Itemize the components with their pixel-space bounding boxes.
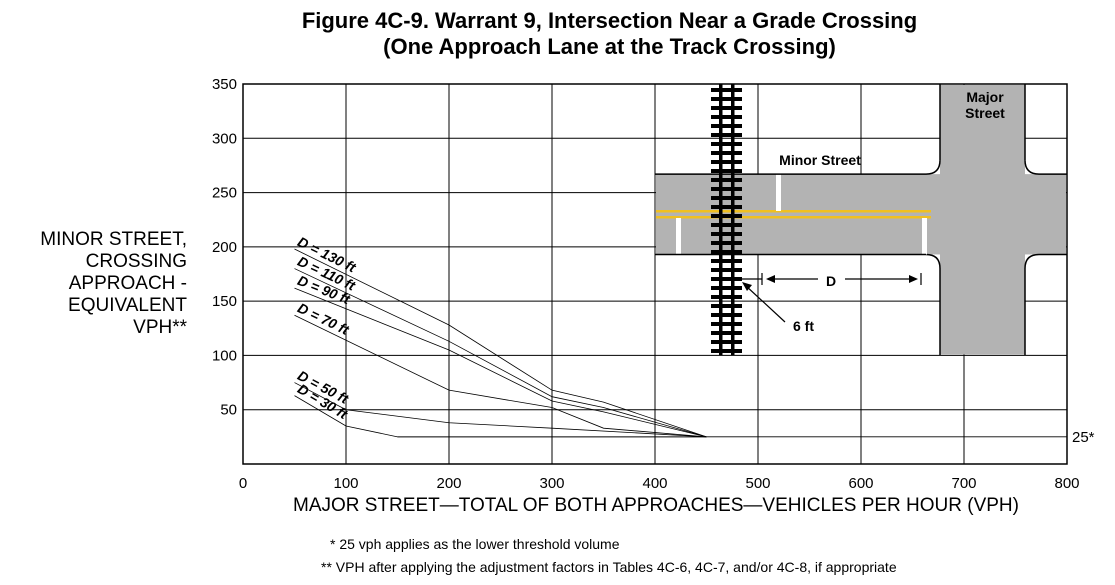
y-axis-label-line-1: MINOR STREET,: [40, 229, 187, 250]
y-tick-label: 150: [212, 293, 237, 310]
threshold-line: 25*: [397, 429, 1095, 446]
railroad-tie: [711, 223, 742, 227]
stop-line: [676, 218, 681, 255]
major-street-label: Major: [966, 89, 1004, 105]
railroad-tie: [711, 277, 742, 281]
railroad-tie: [711, 295, 742, 299]
stop-line: [922, 218, 927, 255]
railroad-tie: [711, 160, 742, 164]
series-line: [294, 314, 707, 438]
threshold-label: 25*: [1072, 429, 1095, 446]
series-line: [294, 248, 707, 438]
tick-labels: 0 100 200 300 400 500 600 700 800 50 100 150 200 250 3…: [212, 76, 1080, 492]
railroad-tie: [711, 151, 742, 155]
railroad-tie: [711, 331, 742, 335]
railroad-rail: [719, 84, 723, 356]
x-tick-label: 500: [745, 475, 770, 492]
y-axis-label-line-3: APPROACH -: [68, 273, 187, 294]
railroad-tie: [711, 268, 742, 272]
curb-return: [925, 253, 941, 269]
railroad-tie: [711, 142, 742, 146]
railroad-tie: [711, 169, 742, 173]
railroad-tie: [711, 115, 742, 119]
y-axis-label-line-5: VPH**: [133, 317, 187, 338]
railroad-tie: [711, 133, 742, 137]
railroad-tie: [711, 106, 742, 110]
centerline: [656, 216, 931, 219]
x-tick-label: 700: [951, 475, 976, 492]
x-tick-label: 300: [539, 475, 564, 492]
x-axis-label: MAJOR STREET—TOTAL OF BOTH APPROACHES—VE…: [293, 495, 1019, 516]
railroad-tie: [711, 313, 742, 317]
railroad-tie: [711, 214, 742, 218]
y-tick-label: 250: [212, 185, 237, 202]
railroad-tie: [711, 304, 742, 308]
y-tick-label: 100: [212, 347, 237, 364]
leader-line: [744, 284, 786, 323]
grid: [242, 83, 1068, 465]
six-ft-label: 6 ft: [793, 318, 814, 334]
railroad-tie: [711, 340, 742, 344]
railroad-track: [711, 84, 742, 356]
centerline: [656, 210, 931, 213]
intersection-diagram: Major Street Minor Street D 6 ft: [655, 84, 1067, 356]
x-tick-label: 400: [642, 475, 667, 492]
series-line: [294, 382, 707, 438]
stop-line: [776, 174, 781, 211]
curb-return: [1024, 160, 1040, 175]
footnote-2: ** VPH after applying the adjustment fac…: [321, 559, 897, 575]
x-tick-label: 100: [333, 475, 358, 492]
y-tick-label: 200: [212, 239, 237, 256]
railroad-tie: [711, 205, 742, 209]
dimension-d: [742, 273, 922, 323]
railroad-tie: [711, 259, 742, 263]
d-dimension-label: D: [826, 273, 836, 289]
railroad-tie: [711, 349, 742, 353]
y-tick-label: 300: [212, 130, 237, 147]
railroad-tie: [711, 124, 742, 128]
y-axis-label-line-4: EQUIVALENT: [68, 295, 187, 316]
chart-title: Figure 4C-9. Warrant 9, Intersection Nea…: [301, 8, 918, 33]
footnote-1: * 25 vph applies as the lower threshold …: [330, 536, 620, 552]
arrowhead: [909, 275, 918, 283]
x-tick-label: 200: [436, 475, 461, 492]
x-tick-label: 0: [239, 475, 247, 492]
chart-subtitle: (One Approach Lane at the Track Crossing…: [383, 34, 836, 59]
arrowhead: [766, 275, 775, 283]
series-lines: D = 130 ftD = 110 ftD = 90 ftD = 70 ftD …: [294, 233, 707, 438]
y-tick-label: 350: [212, 76, 237, 93]
arrowhead: [742, 282, 752, 291]
railroad-tie: [711, 97, 742, 101]
major-street-road: [940, 85, 1025, 355]
series-line: [294, 287, 707, 438]
railroad-rail: [731, 84, 735, 356]
railroad-tie: [711, 241, 742, 245]
railroad-tie: [711, 250, 742, 254]
railroad-tie: [711, 232, 742, 236]
curb-return: [925, 160, 941, 175]
y-tick-label: 50: [220, 402, 237, 419]
minor-street-label: Minor Street: [779, 152, 861, 168]
railroad-tie: [711, 178, 742, 182]
series-line: [294, 268, 707, 438]
y-axis-label-line-2: CROSSING: [85, 251, 187, 272]
railroad-tie: [711, 196, 742, 200]
railroad-tie: [711, 286, 742, 290]
railroad-tie: [711, 187, 742, 191]
curb-return: [1024, 253, 1040, 269]
railroad-tie: [711, 322, 742, 326]
major-street-label-2: Street: [965, 105, 1005, 121]
x-tick-label: 600: [848, 475, 873, 492]
x-tick-label: 800: [1054, 475, 1079, 492]
railroad-tie: [711, 88, 742, 92]
